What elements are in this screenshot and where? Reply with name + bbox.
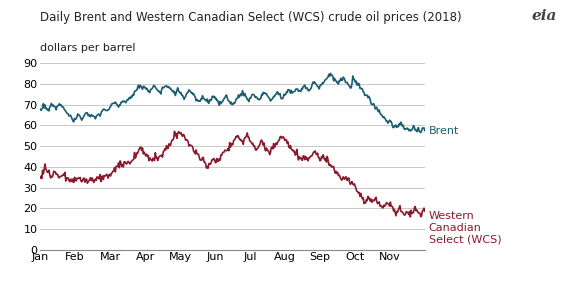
Text: eia: eia — [532, 9, 557, 23]
Text: dollars per barrel: dollars per barrel — [40, 43, 135, 53]
Text: Brent: Brent — [429, 126, 459, 136]
Text: Daily Brent and Western Canadian Select (WCS) crude oil prices (2018): Daily Brent and Western Canadian Select … — [40, 11, 462, 24]
Text: Western
Canadian
Select (WCS): Western Canadian Select (WCS) — [429, 211, 501, 244]
